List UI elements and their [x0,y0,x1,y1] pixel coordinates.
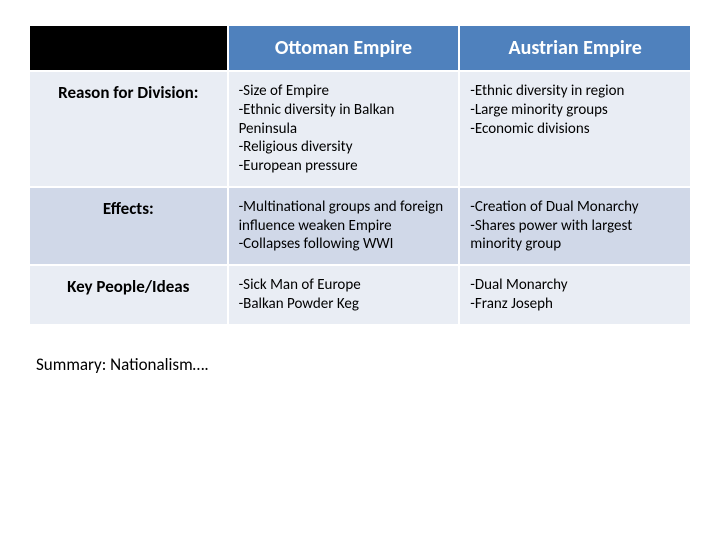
row-label: Effects: [29,187,228,265]
header-blank [29,25,228,71]
table-row: Reason for Division: -Size of Empire-Eth… [29,71,691,187]
cell-austrian: -Creation of Dual Monarchy-Shares power … [459,187,691,265]
table-row: Effects: -Multinational groups and forei… [29,187,691,265]
row-label: Reason for Division: [29,71,228,187]
summary-text: Summary: Nationalism…. [28,354,692,375]
cell-ottoman: -Size of Empire-Ethnic diversity in Balk… [228,71,460,187]
table-row: Key People/Ideas -Sick Man of Europe-Bal… [29,265,691,325]
comparison-table: Ottoman Empire Austrian Empire Reason fo… [28,24,692,326]
cell-ottoman: -Multinational groups and foreign influe… [228,187,460,265]
header-ottoman: Ottoman Empire [228,25,460,71]
cell-austrian: -Dual Monarchy-Franz Joseph [459,265,691,325]
header-austrian: Austrian Empire [459,25,691,71]
table-header-row: Ottoman Empire Austrian Empire [29,25,691,71]
cell-austrian: -Ethnic diversity in region-Large minori… [459,71,691,187]
row-label: Key People/Ideas [29,265,228,325]
table-body: Reason for Division: -Size of Empire-Eth… [29,71,691,325]
cell-ottoman: -Sick Man of Europe-Balkan Powder Keg [228,265,460,325]
